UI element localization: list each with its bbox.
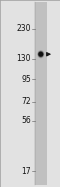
Ellipse shape xyxy=(38,52,43,57)
Ellipse shape xyxy=(38,51,44,58)
Text: 95: 95 xyxy=(21,75,31,84)
Ellipse shape xyxy=(37,50,44,59)
Text: 56: 56 xyxy=(21,116,31,125)
Text: 72: 72 xyxy=(22,97,31,106)
Text: 230: 230 xyxy=(17,24,31,33)
Text: 17: 17 xyxy=(22,167,31,176)
Text: 130: 130 xyxy=(17,54,31,63)
FancyBboxPatch shape xyxy=(35,2,47,185)
